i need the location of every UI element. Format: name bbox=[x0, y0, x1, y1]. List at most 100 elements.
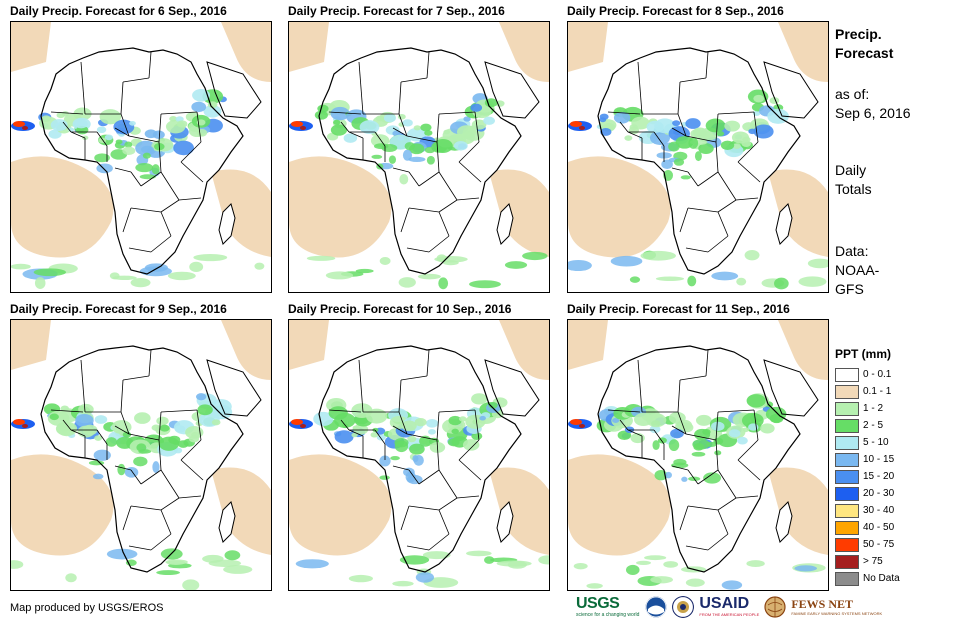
legend-label: 1 - 2 bbox=[863, 402, 884, 414]
precip-cell bbox=[49, 413, 59, 421]
country-border bbox=[408, 505, 440, 511]
precip-cell bbox=[74, 119, 88, 129]
country-border bbox=[715, 113, 719, 143]
usaid-tagline: FROM THE AMERICAN PEOPLE bbox=[699, 612, 760, 617]
precip-cell bbox=[414, 417, 427, 427]
precip-cell bbox=[196, 129, 208, 137]
country-border bbox=[400, 375, 428, 381]
forecast-panel-sep-10: Daily Precip. Forecast for 10 Sep., 2016 bbox=[288, 302, 550, 592]
precip-cell bbox=[173, 140, 194, 156]
light-precip-zone bbox=[568, 22, 608, 72]
precip-cell bbox=[138, 449, 152, 454]
forecast-map bbox=[567, 319, 829, 591]
country-border bbox=[398, 113, 408, 137]
sidebar-title-line2: Forecast bbox=[835, 45, 894, 61]
heavy-precip-cell bbox=[13, 419, 25, 425]
precip-cell bbox=[670, 428, 684, 439]
precip-cell bbox=[94, 153, 110, 163]
legend-swatch bbox=[835, 469, 859, 484]
forecast-map bbox=[10, 319, 272, 591]
precip-cell bbox=[130, 278, 151, 288]
precip-cell bbox=[654, 118, 676, 134]
precip-cell bbox=[390, 455, 400, 461]
precip-cell bbox=[61, 111, 70, 117]
precip-cell bbox=[668, 439, 680, 452]
country-border bbox=[196, 409, 202, 441]
precip-cell bbox=[392, 580, 414, 587]
madagascar bbox=[218, 203, 236, 245]
legend-swatch bbox=[835, 452, 859, 467]
country-border bbox=[120, 379, 124, 413]
legend-row: 0 - 0.1 bbox=[835, 366, 955, 383]
precip-cell bbox=[673, 158, 685, 166]
precip-cell bbox=[365, 408, 388, 424]
country-border bbox=[392, 425, 408, 435]
country-border bbox=[438, 509, 450, 535]
precip-cell bbox=[182, 579, 200, 590]
country-border bbox=[717, 171, 737, 201]
partner-logos: USGS science for a changing world USAID … bbox=[576, 594, 882, 620]
africa-coastline bbox=[597, 345, 801, 573]
country-border bbox=[50, 409, 84, 413]
light-precip-zone bbox=[499, 320, 549, 380]
precip-cell bbox=[202, 554, 224, 563]
country-border bbox=[436, 113, 440, 143]
country-border bbox=[374, 429, 386, 445]
precip-cell bbox=[99, 109, 122, 125]
precip-cell bbox=[334, 430, 354, 444]
precip-cell bbox=[703, 472, 722, 484]
precip-cell bbox=[420, 123, 432, 132]
madagascar bbox=[496, 203, 514, 245]
precip-cell bbox=[192, 89, 211, 102]
legend-label: 0.1 - 1 bbox=[863, 385, 892, 397]
country-border bbox=[627, 429, 643, 437]
precip-cell bbox=[631, 116, 650, 130]
precip-cell bbox=[612, 418, 620, 423]
country-border bbox=[671, 465, 689, 471]
precip-cell bbox=[624, 135, 633, 141]
light-precip-zone bbox=[11, 320, 51, 370]
precip-cell bbox=[413, 454, 424, 466]
country-border bbox=[418, 469, 440, 485]
precip-cell bbox=[406, 127, 427, 142]
precip-cell bbox=[223, 565, 253, 574]
country-border bbox=[619, 419, 629, 431]
light-precip-zone bbox=[11, 156, 114, 258]
precip-cell bbox=[399, 173, 409, 185]
totals-line2: Totals bbox=[835, 181, 872, 197]
country-border bbox=[140, 171, 162, 187]
country-border bbox=[348, 131, 364, 139]
country-border bbox=[426, 349, 430, 377]
precip-cell bbox=[731, 131, 750, 144]
precip-cell bbox=[586, 583, 603, 589]
country-border bbox=[685, 135, 717, 143]
country-border bbox=[456, 197, 480, 201]
country-border bbox=[426, 51, 430, 79]
precip-cell bbox=[617, 430, 632, 441]
country-border bbox=[80, 61, 86, 115]
usgs-logo: USGS science for a changing world bbox=[576, 596, 639, 619]
country-border bbox=[400, 207, 410, 233]
legend-label: 0 - 0.1 bbox=[863, 368, 892, 380]
precip-cell bbox=[379, 256, 391, 265]
precip-cell bbox=[685, 578, 705, 587]
precip-cell bbox=[156, 570, 180, 576]
precip-cell bbox=[711, 421, 725, 432]
precip-cell bbox=[649, 425, 661, 434]
africa-coastline bbox=[318, 345, 522, 573]
country-border bbox=[114, 425, 130, 435]
heavy-precip-cell bbox=[22, 126, 28, 130]
precip-cell bbox=[139, 174, 156, 180]
country-border bbox=[679, 77, 707, 83]
precip-cell bbox=[705, 441, 717, 447]
precip-cell bbox=[720, 140, 735, 150]
country-border bbox=[705, 349, 709, 377]
panel-title: Daily Precip. Forecast for 11 Sep., 2016 bbox=[567, 302, 790, 316]
country-border bbox=[160, 509, 172, 535]
dos-seal-icon bbox=[672, 596, 695, 618]
precip-cell bbox=[711, 271, 739, 281]
country-border bbox=[715, 141, 719, 173]
legend-row: No Data bbox=[835, 570, 955, 587]
precip-cell bbox=[75, 414, 94, 427]
country-border bbox=[180, 439, 202, 461]
